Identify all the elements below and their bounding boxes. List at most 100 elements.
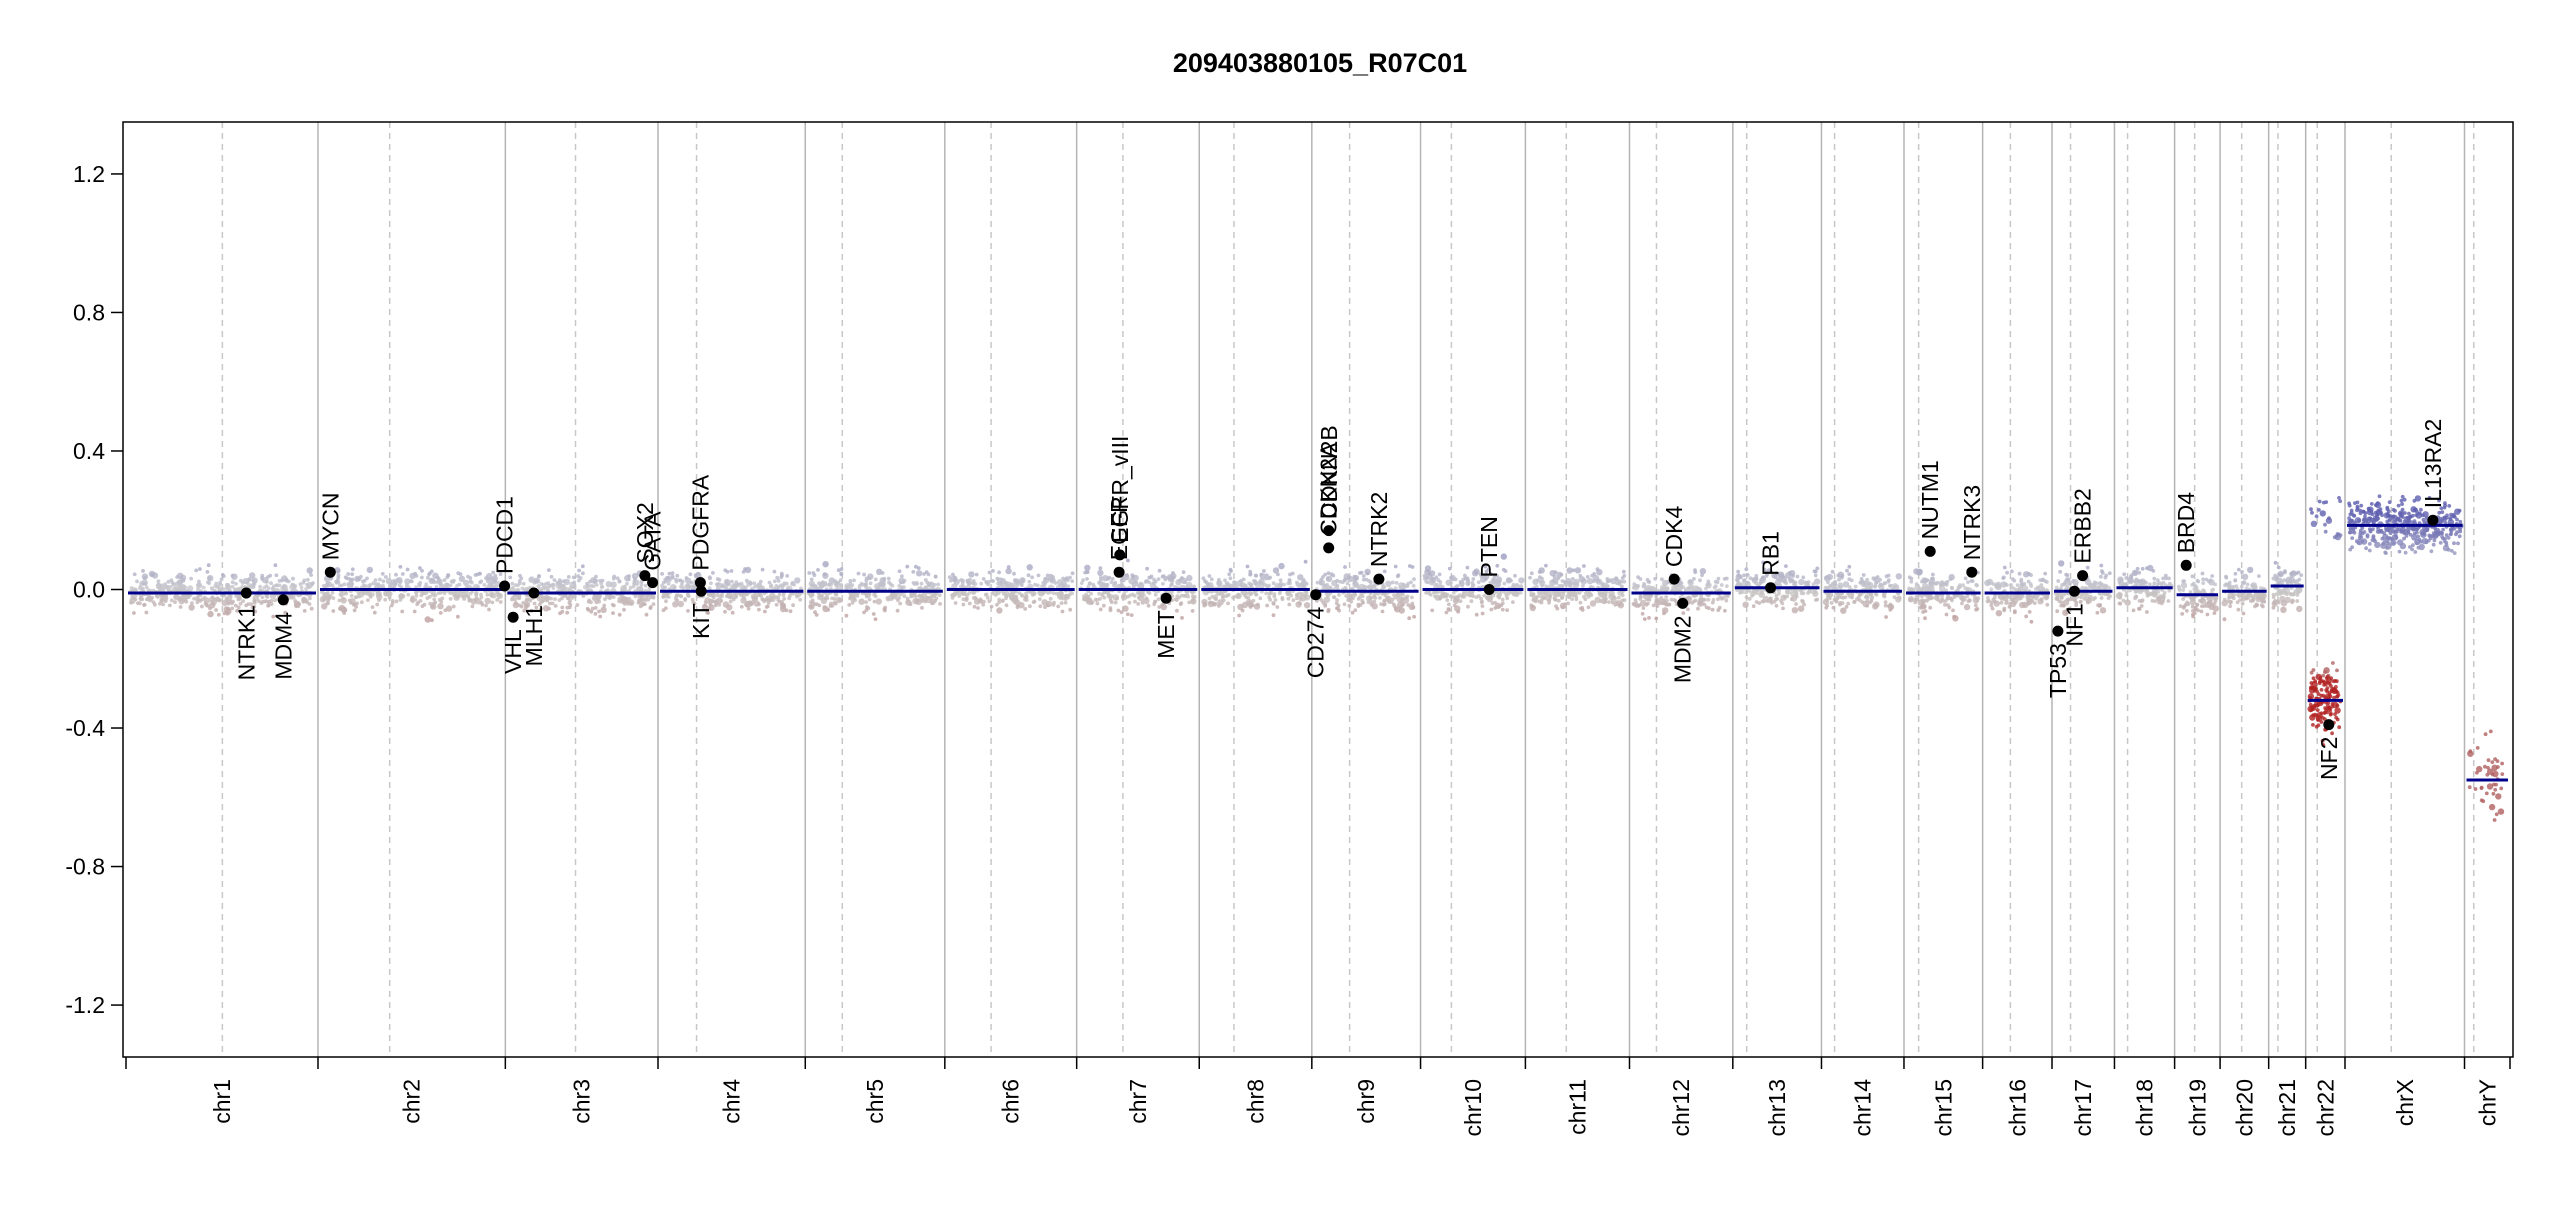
probe-point bbox=[158, 602, 162, 606]
probe-point bbox=[1425, 565, 1431, 571]
probe-point bbox=[1595, 597, 1601, 603]
probe-point bbox=[709, 599, 713, 603]
probe-point bbox=[759, 594, 763, 598]
probe-point bbox=[618, 613, 622, 617]
probe-point bbox=[269, 581, 273, 585]
probe-point bbox=[1249, 605, 1253, 609]
probe-point bbox=[2160, 582, 2164, 586]
probe-point bbox=[792, 583, 796, 587]
probe-point bbox=[558, 611, 562, 615]
probe-point bbox=[747, 607, 751, 611]
probe-point bbox=[157, 586, 161, 590]
probe-point bbox=[534, 577, 540, 583]
probe-point bbox=[1668, 603, 1672, 607]
probe-point bbox=[1865, 578, 1869, 582]
probe-point bbox=[1012, 572, 1016, 576]
probe-point bbox=[1005, 568, 1011, 574]
probe-point bbox=[481, 603, 485, 607]
probe-point bbox=[1456, 595, 1460, 599]
probe-point bbox=[674, 578, 678, 582]
probe-point bbox=[787, 596, 791, 600]
probe-point bbox=[1867, 581, 1871, 585]
probe-point bbox=[1472, 583, 1476, 587]
probe-point bbox=[1693, 570, 1697, 574]
probe-point bbox=[2186, 602, 2190, 606]
probe-point bbox=[410, 596, 414, 600]
probe-point bbox=[587, 608, 591, 612]
probe-point bbox=[1725, 584, 1729, 588]
probe-point bbox=[905, 565, 909, 569]
probe-point bbox=[1920, 580, 1924, 584]
probe-point bbox=[2209, 578, 2213, 582]
probe-point bbox=[145, 598, 149, 602]
probe-point bbox=[490, 592, 496, 598]
probe-point bbox=[662, 581, 666, 585]
probe-point bbox=[1358, 595, 1362, 599]
probe-point bbox=[2237, 568, 2241, 572]
probe-point bbox=[2324, 530, 2328, 534]
probe-point bbox=[2278, 590, 2282, 594]
probe-point bbox=[934, 592, 938, 596]
probe-point bbox=[694, 575, 698, 579]
probe-point bbox=[1922, 600, 1926, 604]
probe-point bbox=[861, 583, 865, 587]
probe-point bbox=[1018, 602, 1024, 608]
probe-point bbox=[874, 617, 878, 621]
probe-point bbox=[2181, 588, 2185, 592]
probe-point bbox=[968, 602, 972, 606]
probe-point bbox=[377, 583, 381, 587]
probe-point bbox=[1222, 585, 1226, 589]
probe-point bbox=[1936, 595, 1940, 599]
probe-point bbox=[446, 573, 450, 577]
probe-point bbox=[2124, 594, 2128, 598]
probe-point bbox=[485, 593, 489, 597]
probe-point bbox=[2232, 585, 2236, 589]
probe-point bbox=[858, 586, 862, 590]
probe-point bbox=[2055, 586, 2059, 590]
probe-point bbox=[2003, 607, 2007, 611]
probe-point bbox=[221, 573, 225, 577]
probe-point bbox=[171, 581, 175, 585]
probe-point bbox=[1061, 581, 1067, 587]
probe-point bbox=[1742, 579, 1746, 583]
probe-point bbox=[2021, 583, 2025, 587]
probe-point bbox=[1426, 580, 1430, 584]
probe-point bbox=[779, 575, 783, 579]
probe-point bbox=[1884, 615, 1888, 619]
probe-point bbox=[757, 603, 761, 607]
probe-point bbox=[439, 611, 443, 615]
probe-point bbox=[214, 608, 218, 612]
probe-point bbox=[1264, 592, 1268, 596]
probe-point bbox=[1873, 585, 1877, 589]
probe-point bbox=[1989, 587, 1993, 591]
probe-point bbox=[903, 594, 907, 598]
probe-point bbox=[2322, 501, 2326, 505]
probe-point bbox=[1281, 597, 1285, 601]
probe-point bbox=[1655, 604, 1659, 608]
probe-point bbox=[1749, 576, 1753, 580]
probe-point bbox=[1792, 607, 1798, 613]
probe-point bbox=[522, 588, 526, 592]
probe-point bbox=[2024, 615, 2028, 619]
probe-point bbox=[1557, 599, 1561, 603]
probe-point bbox=[1539, 580, 1545, 586]
probe-point bbox=[2227, 585, 2231, 589]
probe-point bbox=[1614, 576, 1618, 580]
probe-point bbox=[1723, 609, 1727, 613]
probe-point bbox=[665, 593, 669, 597]
probe-point bbox=[522, 582, 526, 586]
probe-point bbox=[1461, 578, 1465, 582]
probe-point bbox=[1802, 591, 1806, 595]
probe-point bbox=[1064, 601, 1068, 605]
probe-point bbox=[2202, 589, 2206, 593]
probe-point bbox=[409, 573, 415, 579]
probe-point bbox=[1501, 598, 1505, 602]
probe-point bbox=[1923, 616, 1927, 620]
probe-point bbox=[982, 577, 986, 581]
probe-point bbox=[1617, 581, 1621, 585]
probe-point bbox=[2133, 571, 2137, 575]
probe-point bbox=[449, 583, 453, 587]
probe-point bbox=[2335, 695, 2339, 699]
probe-point bbox=[138, 601, 142, 605]
